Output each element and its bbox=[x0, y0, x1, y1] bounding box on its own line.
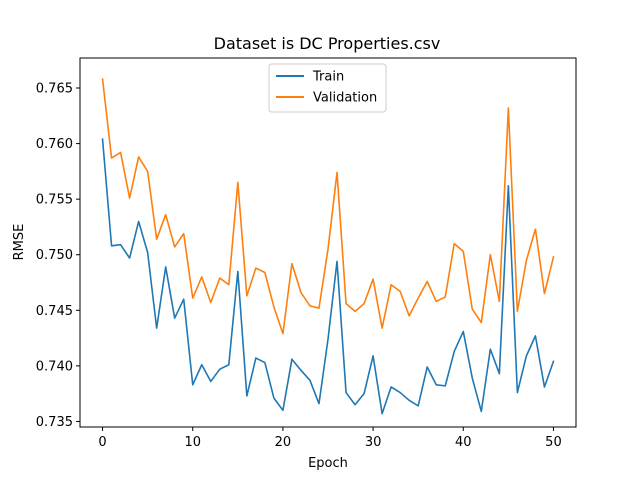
x-tick-label: 10 bbox=[184, 435, 201, 450]
x-tick-label: 30 bbox=[365, 435, 382, 450]
x-tick-label: 20 bbox=[275, 435, 292, 450]
axis-ticks: 0 10 20 30 40 50 0.735 0.740 0.745 0.750 0.755 0.76… bbox=[36, 82, 562, 450]
series-line-train bbox=[101, 138, 555, 415]
y-tick-label: 0.745 bbox=[36, 304, 73, 319]
y-tick-label: 0.740 bbox=[36, 359, 73, 374]
y-tick-label: 0.735 bbox=[36, 415, 73, 430]
x-tick-label: 40 bbox=[455, 435, 472, 450]
plot-frame bbox=[79, 57, 577, 428]
y-tick-label: 0.760 bbox=[36, 137, 73, 152]
legend-validation-label: Validation bbox=[313, 91, 377, 106]
chart-title: Dataset is DC Properties.csv bbox=[214, 34, 441, 53]
x-tick-label: 50 bbox=[545, 435, 562, 450]
y-tick-label: 0.765 bbox=[36, 82, 73, 97]
series-lines bbox=[101, 78, 555, 415]
series-line-validation bbox=[101, 78, 555, 335]
x-axis-label: Epoch bbox=[308, 456, 348, 471]
legend: Train Validation bbox=[268, 63, 387, 113]
x-tick-label: 0 bbox=[98, 435, 106, 450]
legend-train-label: Train bbox=[312, 70, 344, 85]
y-tick-label: 0.750 bbox=[36, 248, 73, 263]
y-axis-label: RMSE bbox=[12, 224, 27, 261]
y-tick-label: 0.755 bbox=[36, 193, 73, 208]
